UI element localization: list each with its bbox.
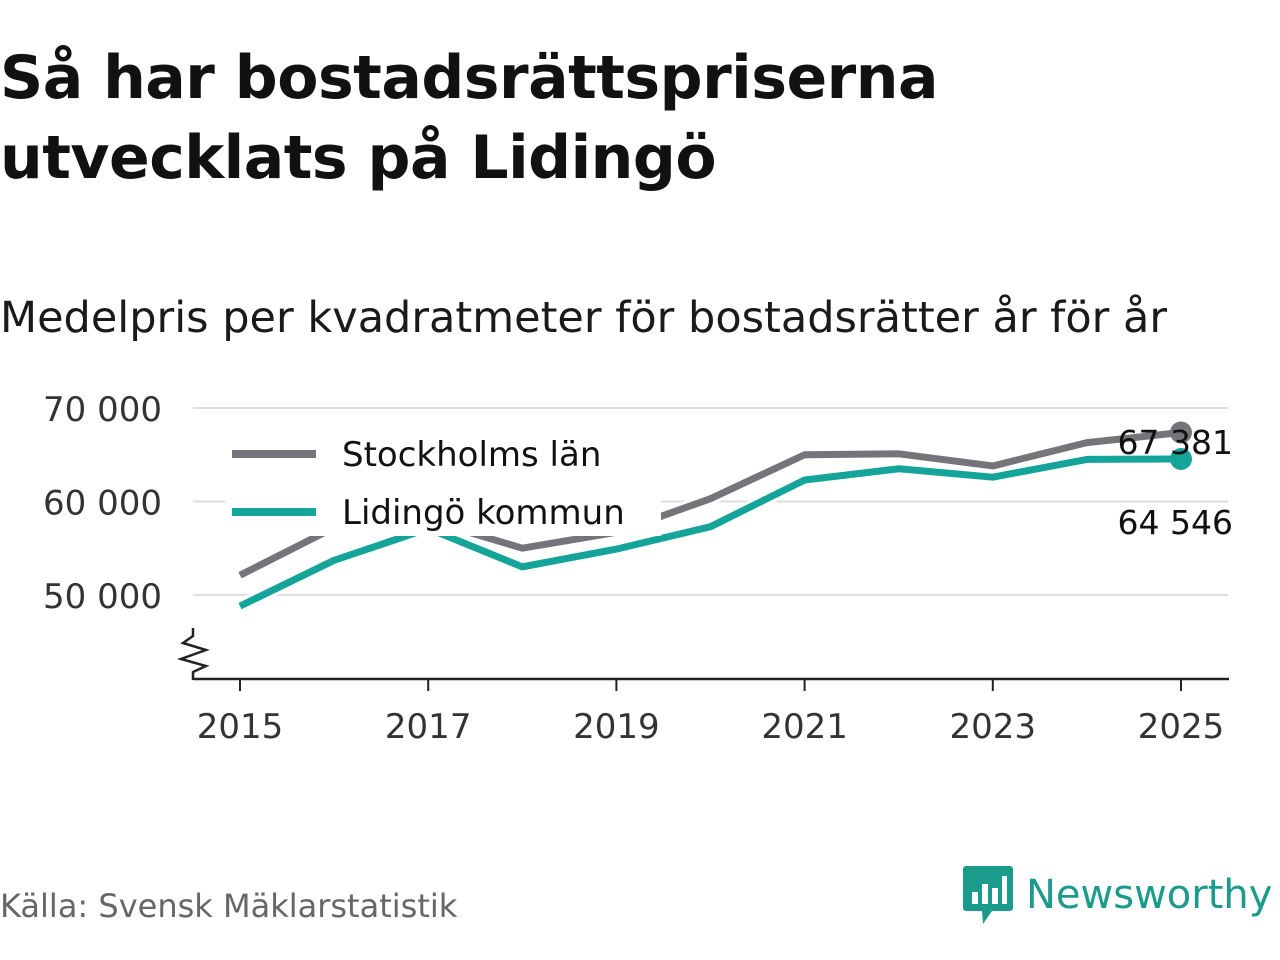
- newsworthy-logo-icon: [963, 866, 1013, 924]
- series-end-point: [1170, 421, 1192, 444]
- legend-background: [225, 432, 661, 536]
- source-note: Källa: Svensk Mäklarstatistik: [0, 887, 458, 925]
- chart-title: Så har bostadsrättspriserna utvecklats p…: [0, 43, 938, 193]
- axes: 50 000 60 000 70 000 2015 2017 2019 2021 2023 20…: [43, 390, 1229, 747]
- newsworthy-logo[interactable]: Newsworthy: [962, 862, 1272, 928]
- x-tick-label: 2025: [1138, 707, 1225, 747]
- y-tick-label: 70 000: [43, 390, 162, 430]
- x-tick-label: 2021: [761, 707, 848, 747]
- y-tick-label: 60 000: [43, 483, 162, 523]
- x-tick-label: 2015: [197, 707, 284, 747]
- line-chart: 50 000 60 000 70 000 2015 2017 2019 2021 2023 20…: [43, 390, 1233, 747]
- axis-break-icon: [176, 628, 210, 680]
- legend-label: Stockholms län: [342, 435, 601, 475]
- end-value-label: 64 546: [1118, 503, 1233, 542]
- legend-label: Lidingö kommun: [342, 493, 625, 533]
- x-tick-label: 2023: [950, 707, 1037, 747]
- end-value-label: 67 381: [1118, 423, 1233, 462]
- legend: Stockholms län Lidingö kommun: [225, 432, 661, 536]
- series-line-1: [238, 455, 1182, 610]
- x-tick-label: 2017: [385, 707, 472, 747]
- x-tick-label: 2019: [573, 707, 660, 747]
- y-tick-label: 50 000: [43, 577, 162, 617]
- series-end-point: [1170, 447, 1192, 470]
- chart-subtitle: Medelpris per kvadratmeter för bostadsrä…: [0, 293, 1168, 343]
- newsworthy-logo-text: Newsworthy: [1026, 872, 1273, 918]
